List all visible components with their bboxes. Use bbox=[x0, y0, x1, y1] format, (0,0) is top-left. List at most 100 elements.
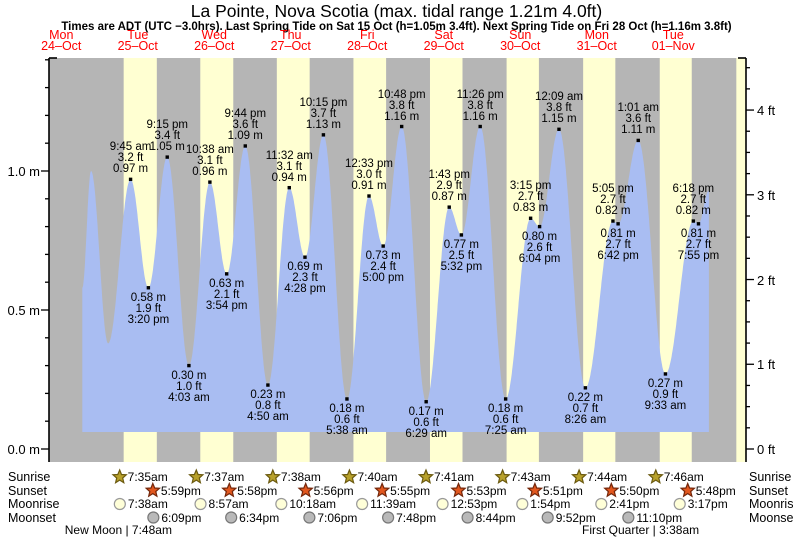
sunrise-star-icon bbox=[188, 468, 205, 484]
tide-point bbox=[187, 363, 191, 368]
tide-point bbox=[287, 185, 291, 190]
moonrise-time: 2:41pm bbox=[609, 497, 650, 511]
row-label-moonset-left: Moonset bbox=[8, 510, 56, 525]
moonrise-circle-icon bbox=[436, 497, 449, 511]
tide-ft: 2.1 ft bbox=[213, 288, 240, 301]
tide-time: 6:29 am bbox=[405, 427, 447, 440]
sunrise-star-icon bbox=[494, 468, 511, 484]
tide-point bbox=[583, 386, 588, 390]
tide-ft: 0.6 ft bbox=[413, 416, 439, 429]
tide-m: 0.87 m bbox=[431, 191, 467, 204]
row-label-sunrise-left: Sunrise bbox=[8, 470, 51, 484]
moonrise-circle-icon bbox=[275, 497, 288, 511]
tide-high-label: 10:38 am 3.1 ft 0.96 m bbox=[176, 144, 244, 178]
tide-high-label: 9:45 am 3.2 ft 0.97 m bbox=[97, 141, 165, 176]
sunset-star-icon bbox=[679, 481, 696, 498]
tide-m: 0.18 m bbox=[488, 402, 524, 415]
tide-ft: 2.7 ft bbox=[685, 238, 712, 251]
moonrise-circle-icon bbox=[194, 497, 207, 511]
tide-time: 9:45 am bbox=[109, 141, 152, 154]
day-date: 27–Oct bbox=[270, 38, 311, 53]
sunrise-time: 7:41am bbox=[433, 470, 475, 484]
tide-high-label: 6:18 pm 2.7 ft 0.82 m bbox=[659, 183, 727, 218]
tide-time: 5:32 pm bbox=[440, 260, 483, 273]
tide-high-label: 5:05 pm 2.7 ft 0.82 m bbox=[579, 183, 647, 217]
tide-ft: 1.0 ft bbox=[176, 380, 202, 393]
tide-ft: 0.8 ft bbox=[255, 400, 281, 413]
tide-point bbox=[636, 138, 640, 143]
moonrise-time: 10:18am bbox=[289, 497, 337, 511]
moonset-circle-icon bbox=[225, 511, 238, 524]
tide-time: 5:05 pm bbox=[592, 183, 634, 196]
tide-time: 11:26 pm bbox=[456, 88, 504, 101]
tide-time: 3:20 pm bbox=[127, 313, 170, 326]
tide-time: 10:15 pm bbox=[299, 96, 348, 109]
row-label-moonrise-right: Moonrise bbox=[749, 497, 793, 511]
tide-low-label: 0.58 m 1.9 ft 3:20 pm bbox=[114, 292, 182, 326]
day-label: Sun 30–Oct bbox=[485, 29, 555, 51]
day-weekday: Wed bbox=[201, 28, 227, 42]
sunrise-star-icon bbox=[341, 468, 358, 484]
tide-low-label: 0.18 m 0.6 ft 7:25 am bbox=[472, 402, 540, 437]
sunset-star-icon bbox=[526, 481, 544, 498]
tide-point bbox=[447, 205, 451, 209]
moonrise-circle-icon bbox=[356, 497, 369, 511]
tide-point bbox=[224, 272, 229, 276]
tide-time: 3:15 pm bbox=[509, 180, 552, 193]
tide-m: 0.81 m bbox=[680, 227, 717, 240]
tide-point bbox=[266, 383, 270, 387]
day-date: 28–Oct bbox=[347, 38, 388, 53]
page-subtitle: Times are ADT (UTC −3.0hrs). Last Spring… bbox=[61, 21, 732, 33]
moonset-time: 7:48pm bbox=[396, 510, 437, 525]
moonset-time: 9:52pm bbox=[555, 510, 596, 525]
day-label: Wed 26–Oct bbox=[179, 28, 249, 51]
day-label: Sat 29–Oct bbox=[409, 29, 479, 53]
tide-ft: 2.7 ft bbox=[605, 238, 631, 251]
tide-point bbox=[537, 224, 542, 229]
tide-m: 0.82 m bbox=[675, 205, 711, 218]
day-date: 24–Oct bbox=[41, 38, 82, 53]
tide-point bbox=[557, 127, 561, 131]
sunset-star-icon bbox=[374, 481, 391, 498]
tide-low-label: 0.17 m 0.6 ft 6:29 am bbox=[392, 405, 460, 440]
day-date: 29–Oct bbox=[423, 38, 464, 53]
left-axis-label: 1.0 m bbox=[7, 164, 40, 179]
tide-m: 0.17 m bbox=[408, 405, 444, 418]
tide-time: 5:38 am bbox=[326, 424, 368, 437]
sunset-time: 5:51pm bbox=[542, 483, 583, 498]
tide-point bbox=[616, 222, 620, 226]
tide-m: 0.97 m bbox=[112, 163, 149, 176]
right-axis-label: 3 ft bbox=[757, 187, 776, 203]
moonset-circle-icon bbox=[147, 511, 160, 524]
sunset-time: 5:58pm bbox=[237, 483, 278, 498]
row-label-moonset-right: Moonset bbox=[749, 510, 793, 525]
left-axis-label: 0.5 m bbox=[7, 303, 40, 318]
tide-low-label: 0.22 m 0.7 ft 8:26 am bbox=[551, 392, 619, 426]
tide-ft: 2.7 ft bbox=[517, 191, 544, 204]
tide-time: 6:04 pm bbox=[518, 252, 561, 265]
day-label: Mon 24–Oct bbox=[26, 29, 96, 53]
tide-time: 12:09 am bbox=[534, 91, 583, 104]
moonrise-circle-icon bbox=[595, 497, 608, 511]
moonrise-time: 12:53pm bbox=[450, 497, 498, 511]
sunrise-star-icon bbox=[417, 468, 435, 484]
sunrise-time: 7:37am bbox=[204, 470, 245, 484]
tide-time: 6:18 pm bbox=[672, 183, 715, 196]
moonset-circle-icon bbox=[461, 511, 474, 524]
day-date: 01–Nov bbox=[651, 38, 695, 53]
tide-time: 1:43 pm bbox=[428, 169, 470, 182]
tide-m: 0.91 m bbox=[351, 180, 387, 193]
tide-ft: 3.8 ft bbox=[388, 99, 415, 112]
tide-m: 1.16 m bbox=[384, 110, 420, 123]
tide-ft: 3.7 ft bbox=[310, 107, 337, 120]
tide-point bbox=[345, 397, 349, 401]
day-label: Tue 01–Nov bbox=[638, 29, 708, 53]
tide-m: 0.23 m bbox=[250, 389, 286, 402]
tide-ft: 3.8 ft bbox=[467, 99, 493, 112]
sunset-time: 5:56pm bbox=[313, 483, 354, 498]
page-title: La Pointe, Nova Scotia (max. tidal range… bbox=[190, 1, 603, 21]
moonrise-time: 1:54pm bbox=[530, 497, 571, 511]
sunrise-time: 7:35am bbox=[127, 470, 168, 484]
tide-point bbox=[424, 400, 428, 404]
